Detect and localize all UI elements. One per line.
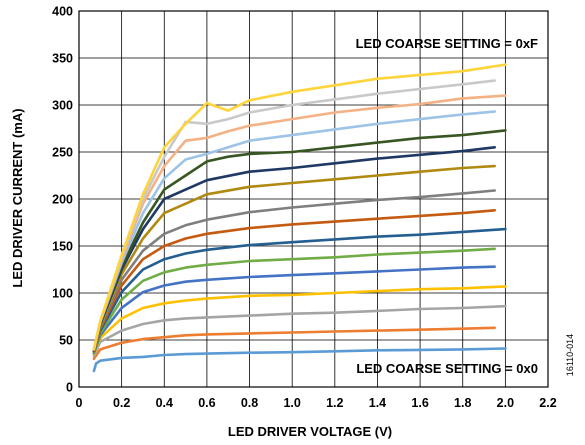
y-tick-label: 350 <box>52 52 73 66</box>
series-line <box>92 247 497 354</box>
y-tick-labels: 0 50 100 150 200 250 300 350 400 <box>52 5 73 395</box>
y-tick-label: 0 <box>66 381 73 395</box>
x-tick-label: 0.2 <box>113 396 130 410</box>
annotation-coarse-0x0: LED COARSE SETTING = 0x0 <box>356 361 538 376</box>
series-line <box>92 189 497 352</box>
series-layer <box>92 63 507 373</box>
x-tick-label: 0.8 <box>241 396 258 410</box>
figure-id: 16110-014 <box>565 334 575 376</box>
series-line <box>92 285 507 356</box>
x-tick-label: 1.4 <box>369 396 386 410</box>
x-tick-label: 1.6 <box>411 396 428 410</box>
x-tick-label: 1.8 <box>454 396 471 410</box>
x-tick-label: 1.0 <box>283 396 300 410</box>
y-tick-label: 100 <box>52 287 73 301</box>
x-tick-label: 0 <box>76 396 83 410</box>
series-line <box>92 164 497 352</box>
series-line <box>92 304 507 358</box>
x-tick-labels: 0 0.2 0.4 0.6 0.8 1.0 1.2 1.4 1.6 1.8 2.0 2.2 <box>76 396 557 410</box>
series-line <box>92 209 497 353</box>
y-tick-label: 50 <box>59 334 73 348</box>
series-line <box>92 265 497 355</box>
x-tick-label: 0.4 <box>156 396 173 410</box>
x-axis-title: LED DRIVER VOLTAGE (V) <box>228 424 392 439</box>
grid-lines <box>78 10 549 388</box>
y-tick-label: 300 <box>52 99 73 113</box>
x-tick-label: 1.2 <box>326 396 343 410</box>
x-tick-label: 0.6 <box>198 396 215 410</box>
y-tick-label: 400 <box>52 5 73 19</box>
series-line <box>92 326 497 361</box>
y-tick-label: 250 <box>52 146 73 160</box>
series-line <box>92 227 507 353</box>
x-tick-label: 2.2 <box>539 396 556 410</box>
plot-frame <box>78 10 549 388</box>
x-tick-label: 2.0 <box>497 396 514 410</box>
series-line <box>92 110 497 351</box>
annotation-coarse-0xf: LED COARSE SETTING = 0xF <box>356 36 538 51</box>
series-line <box>92 63 507 351</box>
series-line <box>92 129 507 351</box>
series-line <box>92 146 497 352</box>
y-tick-label: 200 <box>52 193 73 207</box>
y-axis-title: LED DRIVER CURRENT (mA) <box>10 108 25 287</box>
series-line <box>92 347 507 373</box>
y-tick-label: 150 <box>52 240 73 254</box>
